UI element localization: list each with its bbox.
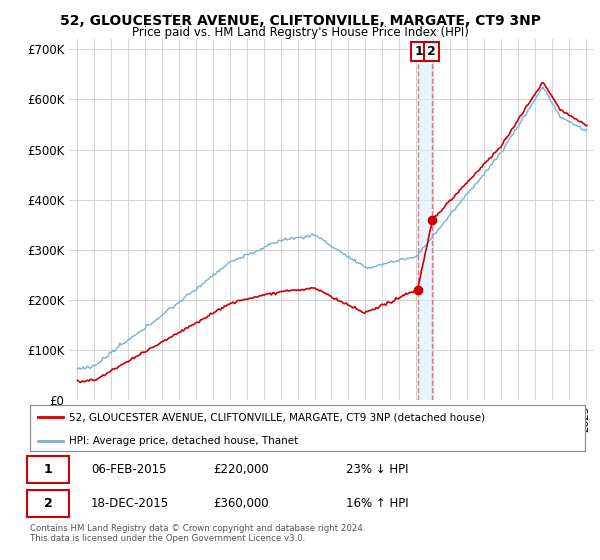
FancyBboxPatch shape [27, 456, 69, 483]
Text: Price paid vs. HM Land Registry's House Price Index (HPI): Price paid vs. HM Land Registry's House … [131, 26, 469, 39]
FancyBboxPatch shape [27, 491, 69, 517]
Text: £360,000: £360,000 [213, 497, 269, 510]
Text: 52, GLOUCESTER AVENUE, CLIFTONVILLE, MARGATE, CT9 3NP: 52, GLOUCESTER AVENUE, CLIFTONVILLE, MAR… [59, 14, 541, 28]
Bar [418, 39, 433, 400]
Text: £220,000: £220,000 [213, 463, 269, 476]
Text: 2: 2 [427, 45, 436, 58]
Text: 06-FEB-2015: 06-FEB-2015 [91, 463, 167, 476]
Text: 16% ↑ HPI: 16% ↑ HPI [346, 497, 409, 510]
Text: 23% ↓ HPI: 23% ↓ HPI [346, 463, 409, 476]
Text: 18-DEC-2015: 18-DEC-2015 [91, 497, 169, 510]
Text: 1: 1 [414, 45, 423, 58]
Text: 52, GLOUCESTER AVENUE, CLIFTONVILLE, MARGATE, CT9 3NP (detached house): 52, GLOUCESTER AVENUE, CLIFTONVILLE, MAR… [69, 412, 485, 422]
Text: HPI: Average price, detached house, Thanet: HPI: Average price, detached house, Than… [69, 436, 298, 446]
Text: 2: 2 [44, 497, 53, 510]
Text: Contains HM Land Registry data © Crown copyright and database right 2024.
This d: Contains HM Land Registry data © Crown c… [30, 524, 365, 543]
Text: 1: 1 [44, 463, 53, 476]
